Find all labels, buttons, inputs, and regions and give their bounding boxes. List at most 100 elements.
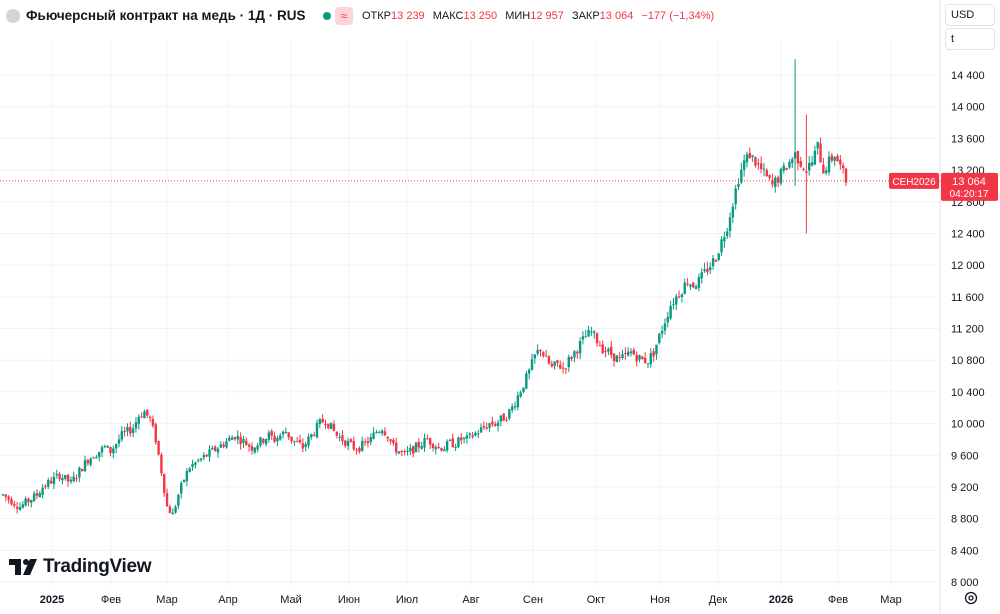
candle: [612, 353, 616, 367]
candle-body: [468, 433, 471, 435]
candle: [516, 391, 520, 411]
candle: [533, 354, 537, 364]
candle: [287, 432, 290, 441]
candle-body: [632, 349, 636, 355]
candle: [106, 445, 109, 448]
candle: [765, 168, 768, 177]
time-tick-label: Ноя: [650, 594, 670, 606]
candle-body: [344, 440, 347, 446]
candle-body: [400, 450, 404, 452]
currency-select[interactable]: USD: [945, 4, 995, 26]
candle: [598, 340, 602, 347]
candle-body: [742, 160, 746, 170]
candle: [296, 436, 299, 443]
candle: [75, 474, 78, 482]
candle: [52, 472, 56, 490]
ohlc-open-label: ОТКР: [362, 10, 392, 22]
candle: [307, 433, 310, 449]
candle: [813, 145, 817, 166]
candle-body: [610, 346, 613, 355]
market-status-icon[interactable]: [319, 8, 335, 24]
candle-body: [403, 451, 406, 453]
candle: [165, 488, 169, 507]
candle: [527, 368, 531, 380]
candle-body: [440, 447, 443, 451]
candle: [468, 432, 471, 439]
price-tick-label: 10 400: [951, 387, 985, 399]
candle-body: [649, 353, 653, 365]
candle: [250, 442, 254, 455]
candle: [196, 458, 200, 463]
candle: [18, 502, 22, 511]
candle: [734, 184, 737, 210]
settings-gear-icon[interactable]: [963, 590, 979, 606]
candle: [332, 420, 336, 432]
candle: [378, 430, 381, 434]
candle: [567, 354, 570, 372]
candle-body: [508, 409, 511, 419]
candle-body: [290, 436, 293, 442]
candle-body: [213, 446, 217, 451]
candle: [513, 401, 517, 411]
candle-body: [86, 460, 90, 464]
candle-body: [830, 155, 834, 161]
candle-body: [714, 260, 718, 262]
candle: [519, 390, 522, 398]
candle: [779, 167, 783, 186]
candle-body: [604, 351, 607, 353]
candle-body: [355, 449, 358, 451]
candle-body: [590, 331, 593, 333]
candle: [100, 445, 104, 458]
candle-body: [281, 431, 285, 435]
candle-body: [700, 272, 703, 279]
candle-body: [581, 336, 585, 340]
candle-body: [174, 506, 177, 513]
time-axis: 2025 Фев Мар Апр Май Июн Июл Авг Сен Окт Ноя Дек 202…: [40, 594, 902, 606]
candle: [703, 262, 706, 273]
tradingview-logo[interactable]: TradingView: [9, 556, 152, 578]
candle-body: [519, 392, 522, 397]
candle-body: [652, 351, 655, 357]
candle-body: [44, 486, 47, 488]
candle-body: [754, 157, 757, 166]
candle: [213, 445, 217, 453]
candle-body: [307, 436, 310, 446]
unit-select[interactable]: t: [945, 28, 995, 50]
symbol-tag-bg: [889, 172, 939, 189]
time-tick-label: 2025: [40, 594, 64, 606]
symbol-tag-text: CEH2026: [892, 177, 936, 188]
candle-body: [839, 159, 842, 165]
candle: [131, 424, 135, 438]
symbol-logo-icon[interactable]: [6, 9, 20, 23]
candle-body: [641, 356, 644, 360]
candle-body: [397, 451, 401, 454]
candle-body: [49, 480, 53, 484]
candle: [262, 438, 265, 445]
candle-body: [536, 349, 539, 354]
candle-body: [199, 458, 203, 460]
delayed-data-icon[interactable]: ≈: [335, 7, 353, 25]
candle-body: [808, 163, 811, 171]
candle-body: [666, 316, 669, 323]
candle-body: [621, 354, 624, 359]
candle: [431, 442, 435, 452]
candle: [499, 415, 503, 427]
candle: [406, 445, 409, 456]
candle-body: [126, 426, 129, 432]
candle-body: [242, 439, 245, 443]
candle-body: [813, 150, 817, 165]
candle: [114, 443, 118, 454]
candle: [697, 273, 701, 292]
candle-body: [426, 438, 429, 440]
ohlc-low-value: 12 957: [530, 10, 564, 22]
candle: [683, 278, 686, 295]
candle: [290, 436, 293, 444]
candle: [460, 432, 463, 445]
symbol-title[interactable]: Фьючерсный контракт на медь · 1Д · RUS: [26, 8, 306, 23]
candle: [711, 254, 715, 270]
candle-body: [4, 494, 8, 497]
candle-body: [129, 427, 132, 434]
candle: [757, 158, 760, 170]
